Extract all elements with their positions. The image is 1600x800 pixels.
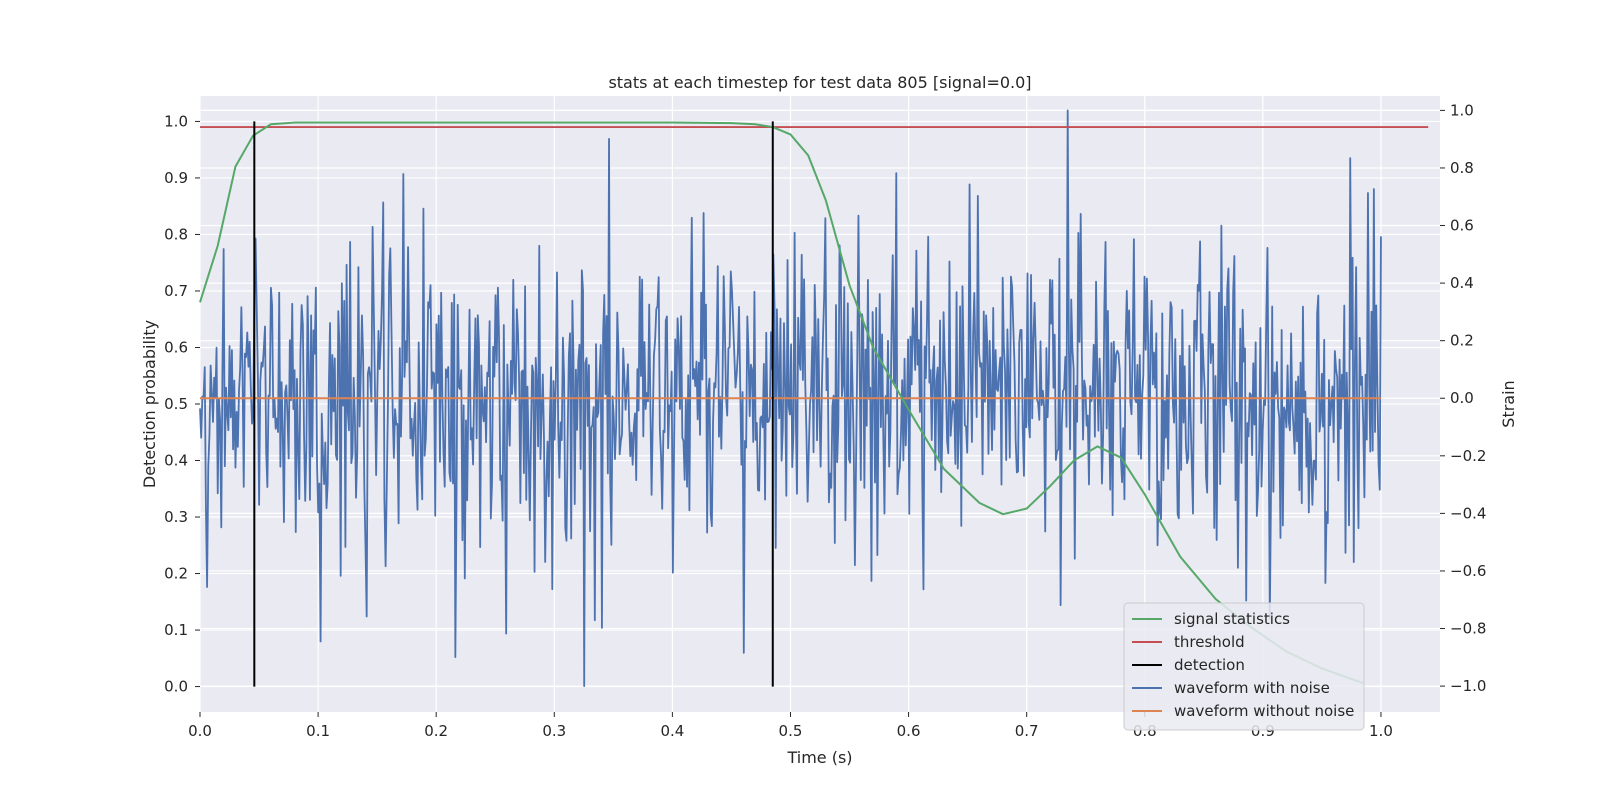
x-tick-label: 0.3	[542, 722, 566, 740]
axes: 0.0 0.1 0.2 0.3 0.4 0.5 0.6 0.7 0.8 0.9 1.0 0.0 0.1 0…	[164, 101, 1486, 740]
legend-label: detection	[1174, 656, 1245, 674]
x-tick-label: 0.5	[779, 722, 803, 740]
y2-tick-label: −0.4	[1450, 504, 1486, 522]
x-tick-label: 0.1	[306, 722, 330, 740]
y-axis-label: Detection probability	[140, 320, 159, 488]
legend-label: threshold	[1174, 633, 1245, 651]
y-tick-label: 0.5	[164, 395, 188, 413]
y2-tick-label: 0.0	[1450, 389, 1474, 407]
x-tick-label: 0.6	[897, 722, 921, 740]
y2-tick-label: 1.0	[1450, 101, 1474, 119]
y-tick-label: 1.0	[164, 112, 188, 130]
y2-tick-label: 0.8	[1450, 159, 1474, 177]
legend-label: signal statistics	[1174, 610, 1290, 628]
legend: signal statistics threshold detection wavef…	[1123, 602, 1365, 731]
chart-title: stats at each timestep for test data 805…	[608, 73, 1031, 92]
y2-tick-label: 0.2	[1450, 332, 1474, 350]
x-tick-label: 0.7	[1015, 722, 1039, 740]
legend-label: waveform with noise	[1174, 679, 1330, 697]
y-tick-label: 0.1	[164, 621, 188, 639]
y-tick-label: 0.7	[164, 282, 188, 300]
y2-tick-label: −0.6	[1450, 562, 1486, 580]
x-tick-label: 1.0	[1369, 722, 1393, 740]
y-tick-label: 0.4	[164, 452, 188, 470]
y-tick-label: 0.0	[164, 678, 188, 696]
y-tick-label: 0.9	[164, 169, 188, 187]
y-tick-label: 0.6	[164, 338, 188, 356]
legend-box	[1123, 602, 1365, 731]
y2-tick-label: −0.2	[1450, 447, 1486, 465]
series-layer	[199, 109, 1429, 687]
series-waveform-with-noise	[199, 109, 1382, 687]
x-tick-label: 0.0	[188, 722, 212, 740]
y2-tick-label: 0.4	[1450, 274, 1474, 292]
y2-tick-label: −1.0	[1450, 677, 1486, 695]
legend-label: waveform without noise	[1174, 702, 1354, 720]
y2-axis-label: Strain	[1499, 380, 1518, 427]
x-tick-label: 0.4	[660, 722, 684, 740]
x-tick-label: 0.2	[424, 722, 448, 740]
y-tick-label: 0.2	[164, 565, 188, 583]
y2-tick-label: 0.6	[1450, 217, 1474, 235]
x-axis-label: Time (s)	[786, 748, 852, 767]
y-tick-label: 0.8	[164, 225, 188, 243]
y2-tick-label: −0.8	[1450, 620, 1486, 638]
y-tick-label: 0.3	[164, 508, 188, 526]
series-signal-statistics	[199, 121, 1364, 685]
